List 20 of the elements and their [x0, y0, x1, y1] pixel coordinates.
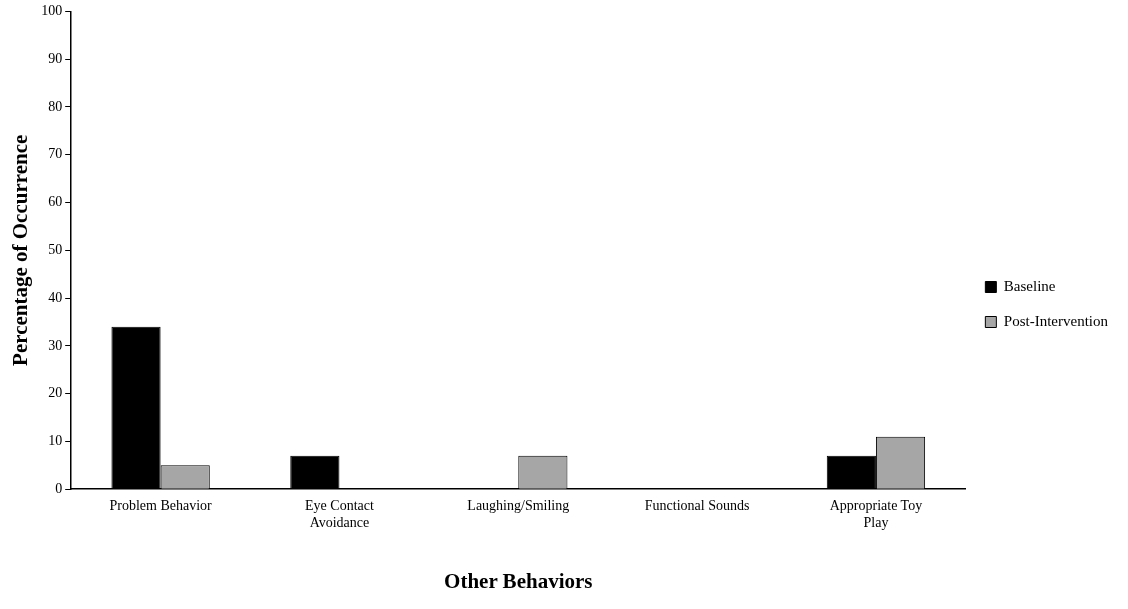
y-tick-label: 20	[48, 385, 63, 401]
x-tick-label: Problem Behavior	[109, 498, 213, 514]
y-axis-title: Percentage of Occurrence	[8, 134, 33, 366]
y-tick-label: 50	[48, 241, 63, 257]
y-tick-label: 90	[48, 50, 63, 66]
y-tick-label: 100	[41, 3, 63, 19]
x-tick-label: Functional Sounds	[644, 498, 750, 514]
y-tick-label: 60	[48, 194, 63, 210]
x-tick-label: Appropriate Toy Play	[829, 498, 923, 531]
y-tick-label: 10	[48, 433, 63, 449]
legend-label: Baseline	[1003, 277, 1056, 294]
y-tick-label: 80	[48, 98, 63, 114]
y-tick-label: 30	[48, 337, 63, 353]
y-tick-label: 70	[48, 146, 63, 162]
x-tick-label: Eye Contact Avoidance	[305, 498, 374, 531]
y-tick-label: 40	[48, 289, 63, 305]
x-axis-title: Other Behaviors	[444, 568, 593, 593]
y-tick-label: 0	[55, 480, 63, 496]
x-tick-label: Laughing/Smiling	[467, 498, 570, 514]
legend-label: Post-Intervention	[1003, 312, 1109, 329]
